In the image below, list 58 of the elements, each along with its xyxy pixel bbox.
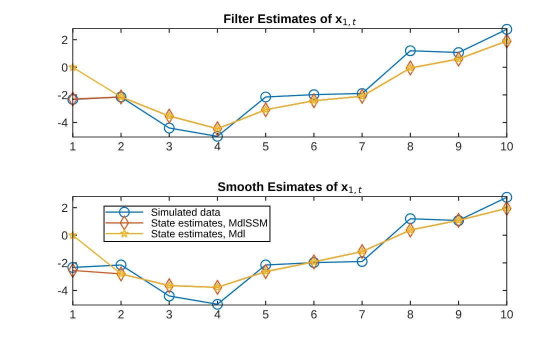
x-tick-label: 4 xyxy=(214,142,220,150)
x-tick-label: 3 xyxy=(166,310,172,319)
x-tick-label: 9 xyxy=(456,310,462,319)
point xyxy=(308,257,320,268)
chart-title: Filter Estimates of x$_{1,t}$ xyxy=(224,14,356,26)
x-tick-label: 7 xyxy=(359,310,365,318)
x-tick-label: 8 xyxy=(408,142,414,151)
x-tick-label: 9 xyxy=(456,142,462,151)
legend-label: State estimates, Mdl xyxy=(151,230,245,239)
y-tick-label: -4 xyxy=(58,118,68,127)
point xyxy=(308,89,320,100)
point xyxy=(68,62,78,72)
y-tick-label: -4 xyxy=(58,286,68,295)
point xyxy=(164,290,175,302)
x-tick-label: 5 xyxy=(262,310,268,319)
y-tick-label: 0 xyxy=(62,63,68,72)
x-tick-label: 7 xyxy=(359,142,365,150)
x-tick-label: 3 xyxy=(166,142,172,151)
point xyxy=(212,298,223,310)
point xyxy=(212,282,222,292)
x-tick-label: 1 xyxy=(70,310,76,318)
point xyxy=(260,260,272,270)
point xyxy=(67,94,78,105)
y-tick-label: 2 xyxy=(62,204,68,212)
x-tick-label: 4 xyxy=(214,310,220,318)
x-tick-label: 8 xyxy=(408,310,414,319)
y-tick-label: -2 xyxy=(58,258,68,268)
x-tick-label: 10 xyxy=(501,310,513,319)
legend-label: State estimates, MdlSSM xyxy=(151,218,268,228)
x-tick-label: 6 xyxy=(311,142,317,151)
point xyxy=(260,92,272,102)
point xyxy=(501,192,512,203)
point xyxy=(164,111,174,120)
x-tick-label: 2 xyxy=(118,142,124,150)
point xyxy=(404,213,416,224)
y-tick-label: 2 xyxy=(62,36,68,44)
y-tick-label: 0 xyxy=(62,231,68,240)
point xyxy=(212,130,223,142)
point xyxy=(164,280,174,290)
point xyxy=(356,88,368,99)
x-tick-label: 1 xyxy=(70,142,76,150)
point xyxy=(356,256,368,267)
point xyxy=(358,92,367,100)
x-tick-label: 10 xyxy=(501,142,513,151)
chart-title: Smooth Esimates of x$_{1,t}$ xyxy=(218,182,362,194)
x-tick-label: 5 xyxy=(262,142,268,151)
point xyxy=(116,260,126,270)
point xyxy=(453,47,464,58)
y-tick-label: -2 xyxy=(58,90,68,100)
x-tick-label: 2 xyxy=(118,310,124,318)
point xyxy=(164,122,175,134)
point xyxy=(404,45,416,56)
point xyxy=(501,24,512,35)
legend-label: Simulated data xyxy=(151,208,220,216)
x-tick-label: 6 xyxy=(311,310,317,319)
point xyxy=(309,96,318,105)
point xyxy=(67,262,78,273)
point xyxy=(68,230,78,240)
